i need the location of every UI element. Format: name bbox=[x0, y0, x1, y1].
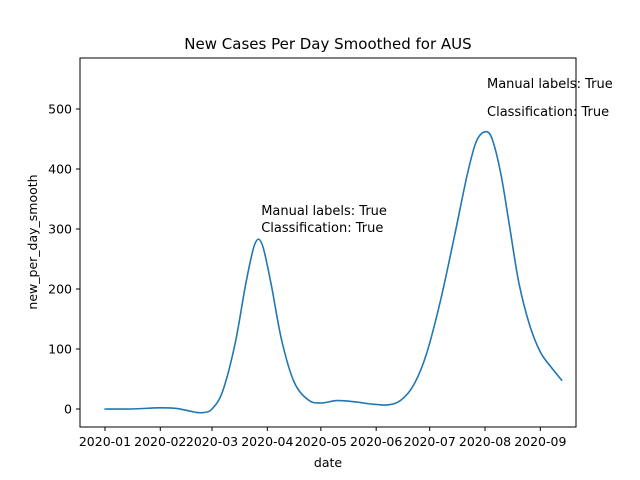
annotation-line: Manual labels: True bbox=[261, 204, 387, 219]
x-tick-label: 2020-01 bbox=[79, 434, 131, 449]
series-line bbox=[104, 130, 563, 414]
x-axis-label: date bbox=[314, 455, 342, 470]
x-tick-label: 2020-02 bbox=[134, 434, 186, 449]
x-tick-label: 2020-08 bbox=[459, 434, 511, 449]
x-tick-label: 2020-06 bbox=[350, 434, 402, 449]
x-tick-label: 2020-05 bbox=[295, 434, 347, 449]
annotation-peak-2: Manual labels: True Classification: True bbox=[487, 77, 613, 120]
annotation-line: Classification: True bbox=[487, 105, 609, 120]
series-layer bbox=[104, 130, 563, 414]
y-tick-label: 0 bbox=[64, 402, 72, 417]
annotation-line: Classification: True bbox=[261, 221, 383, 236]
chart-title: New Cases Per Day Smoothed for AUS bbox=[184, 35, 471, 53]
y-axis-ticks: 0 100 200 300 400 500 bbox=[48, 102, 80, 417]
plot-area-frame bbox=[79, 57, 577, 428]
annotation-line: Manual labels: True bbox=[487, 77, 613, 92]
x-tick-label: 2020-04 bbox=[241, 434, 293, 449]
y-tick-label: 300 bbox=[48, 222, 72, 237]
y-tick-label: 100 bbox=[48, 342, 72, 357]
x-axis-ticks: 2020-01 2020-02 2020-03 2020-04 2020-05 2020-… bbox=[79, 427, 566, 449]
y-tick-label: 500 bbox=[48, 102, 72, 117]
x-tick-label: 2020-07 bbox=[404, 434, 456, 449]
annotation-peak-1: Manual labels: True Classification: True bbox=[261, 204, 387, 236]
x-tick-label: 2020-03 bbox=[186, 434, 238, 449]
y-tick-label: 200 bbox=[48, 282, 72, 297]
y-tick-label: 400 bbox=[48, 162, 72, 177]
y-axis-label: new_per_day_smooth bbox=[25, 174, 40, 309]
x-tick-label: 2020-09 bbox=[514, 434, 566, 449]
